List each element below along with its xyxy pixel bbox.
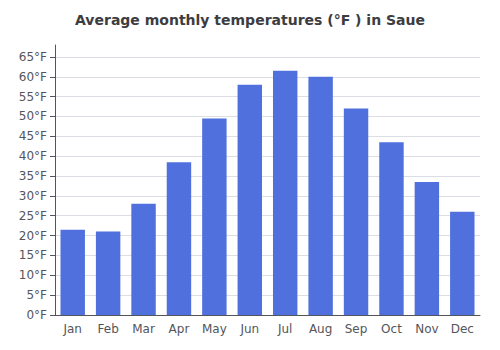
svg-text:0°F: 0°F — [26, 308, 47, 322]
svg-text:5°F: 5°F — [26, 288, 47, 302]
svg-text:Jun: Jun — [239, 322, 259, 336]
svg-text:Aug: Aug — [309, 322, 332, 336]
svg-text:Average monthly temperatures (: Average monthly temperatures (°F ) in Sa… — [75, 12, 425, 28]
svg-text:10°F: 10°F — [19, 268, 47, 282]
svg-text:Mar: Mar — [132, 322, 155, 336]
svg-text:Nov: Nov — [415, 322, 438, 336]
svg-text:Dec: Dec — [451, 322, 474, 336]
svg-text:25°F: 25°F — [19, 209, 47, 223]
svg-text:55°F: 55°F — [19, 90, 47, 104]
svg-text:65°F: 65°F — [19, 50, 47, 64]
svg-text:30°F: 30°F — [19, 189, 47, 203]
svg-text:Feb: Feb — [98, 322, 119, 336]
svg-text:35°F: 35°F — [19, 169, 47, 183]
svg-text:Apr: Apr — [169, 322, 190, 336]
svg-text:20°F: 20°F — [19, 229, 47, 243]
svg-text:Sep: Sep — [345, 322, 368, 336]
svg-text:60°F: 60°F — [19, 70, 47, 84]
svg-text:40°F: 40°F — [19, 149, 47, 163]
svg-text:50°F: 50°F — [19, 109, 47, 123]
svg-text:Jan: Jan — [62, 322, 82, 336]
svg-text:45°F: 45°F — [19, 129, 47, 143]
svg-text:Jul: Jul — [277, 322, 292, 336]
svg-text:15°F: 15°F — [19, 248, 47, 262]
svg-text:May: May — [202, 322, 227, 336]
svg-text:Oct: Oct — [381, 322, 402, 336]
